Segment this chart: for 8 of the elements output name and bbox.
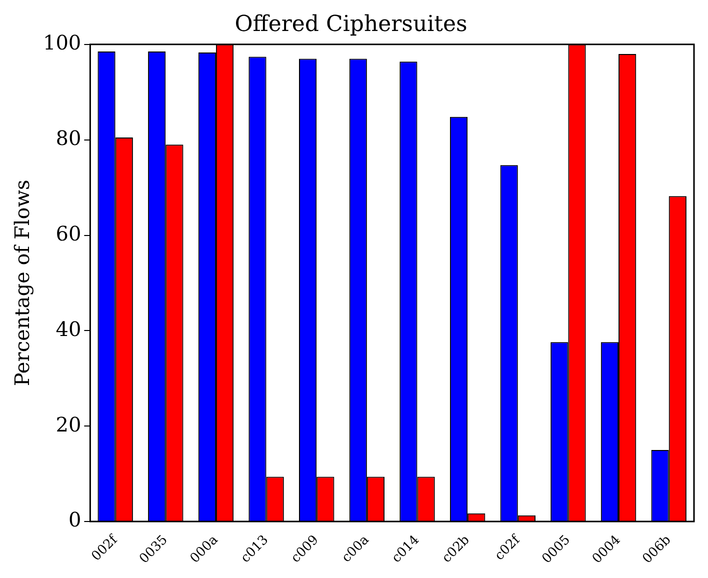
y-tick-label: 20 [56,412,82,436]
chart-title: Offered Ciphersuites [234,12,468,37]
y-tick-label: 40 [56,316,82,341]
y-tick-label: 0 [68,508,82,532]
y-tick-label: 100 [42,30,82,55]
y-axis-title: Percentage of Flows [10,180,34,386]
y-tick-label: 80 [56,126,82,150]
y-tick-label: 60 [56,221,82,246]
